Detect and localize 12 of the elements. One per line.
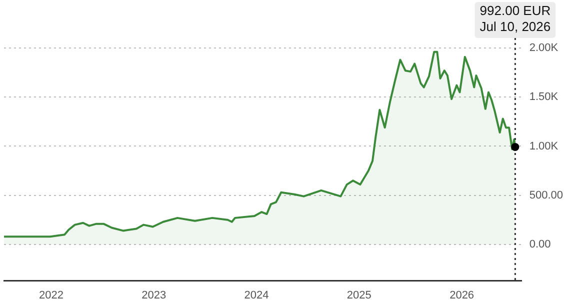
x-tick-label: 2025 <box>346 289 372 302</box>
y-tick-label: 1.00K <box>529 140 559 152</box>
y-tick-label: 500.00 <box>529 189 564 202</box>
text: 992.00 EUR <box>480 3 551 18</box>
y-tick-label: 2.00K <box>529 42 559 54</box>
y-tick-label: 1.50K <box>529 91 559 104</box>
x-tick-label: 2023 <box>142 289 166 302</box>
x-tick-label: 2026 <box>450 289 474 302</box>
y-tick-label: 0.00 <box>529 238 551 250</box>
x-tick-label: 2022 <box>38 289 64 302</box>
text: Jul 10, 2026 <box>480 19 551 34</box>
x-tick-label: 2024 <box>244 289 269 302</box>
